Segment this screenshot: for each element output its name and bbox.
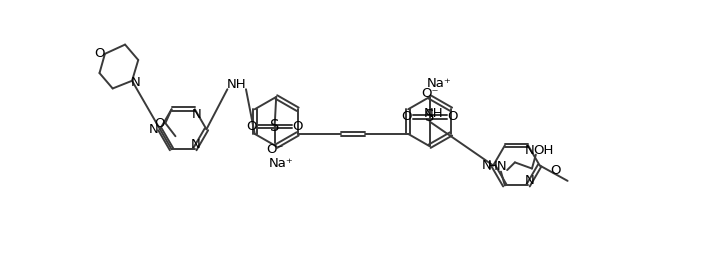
Text: S: S (270, 119, 279, 134)
Text: O: O (448, 110, 458, 123)
Text: N: N (524, 144, 534, 157)
Text: NH: NH (227, 78, 247, 91)
Text: O: O (550, 164, 560, 177)
Text: N: N (482, 159, 492, 172)
Text: N: N (191, 138, 200, 151)
Text: O⁻: O⁻ (421, 87, 439, 100)
Text: HN: HN (488, 160, 508, 173)
Text: N: N (524, 174, 534, 187)
Text: Na⁺: Na⁺ (427, 77, 451, 90)
Text: O: O (246, 120, 257, 133)
Text: N: N (149, 123, 159, 136)
Text: N: N (131, 76, 141, 89)
Text: NH: NH (424, 107, 444, 120)
Text: N: N (191, 108, 201, 121)
Text: O⁻: O⁻ (266, 143, 283, 156)
Text: S: S (425, 110, 434, 124)
Text: OH: OH (534, 144, 554, 157)
Text: O: O (292, 120, 303, 133)
Text: O: O (401, 110, 412, 123)
Text: O: O (155, 117, 165, 130)
Text: O: O (94, 47, 105, 60)
Text: Na⁺: Na⁺ (269, 157, 293, 170)
